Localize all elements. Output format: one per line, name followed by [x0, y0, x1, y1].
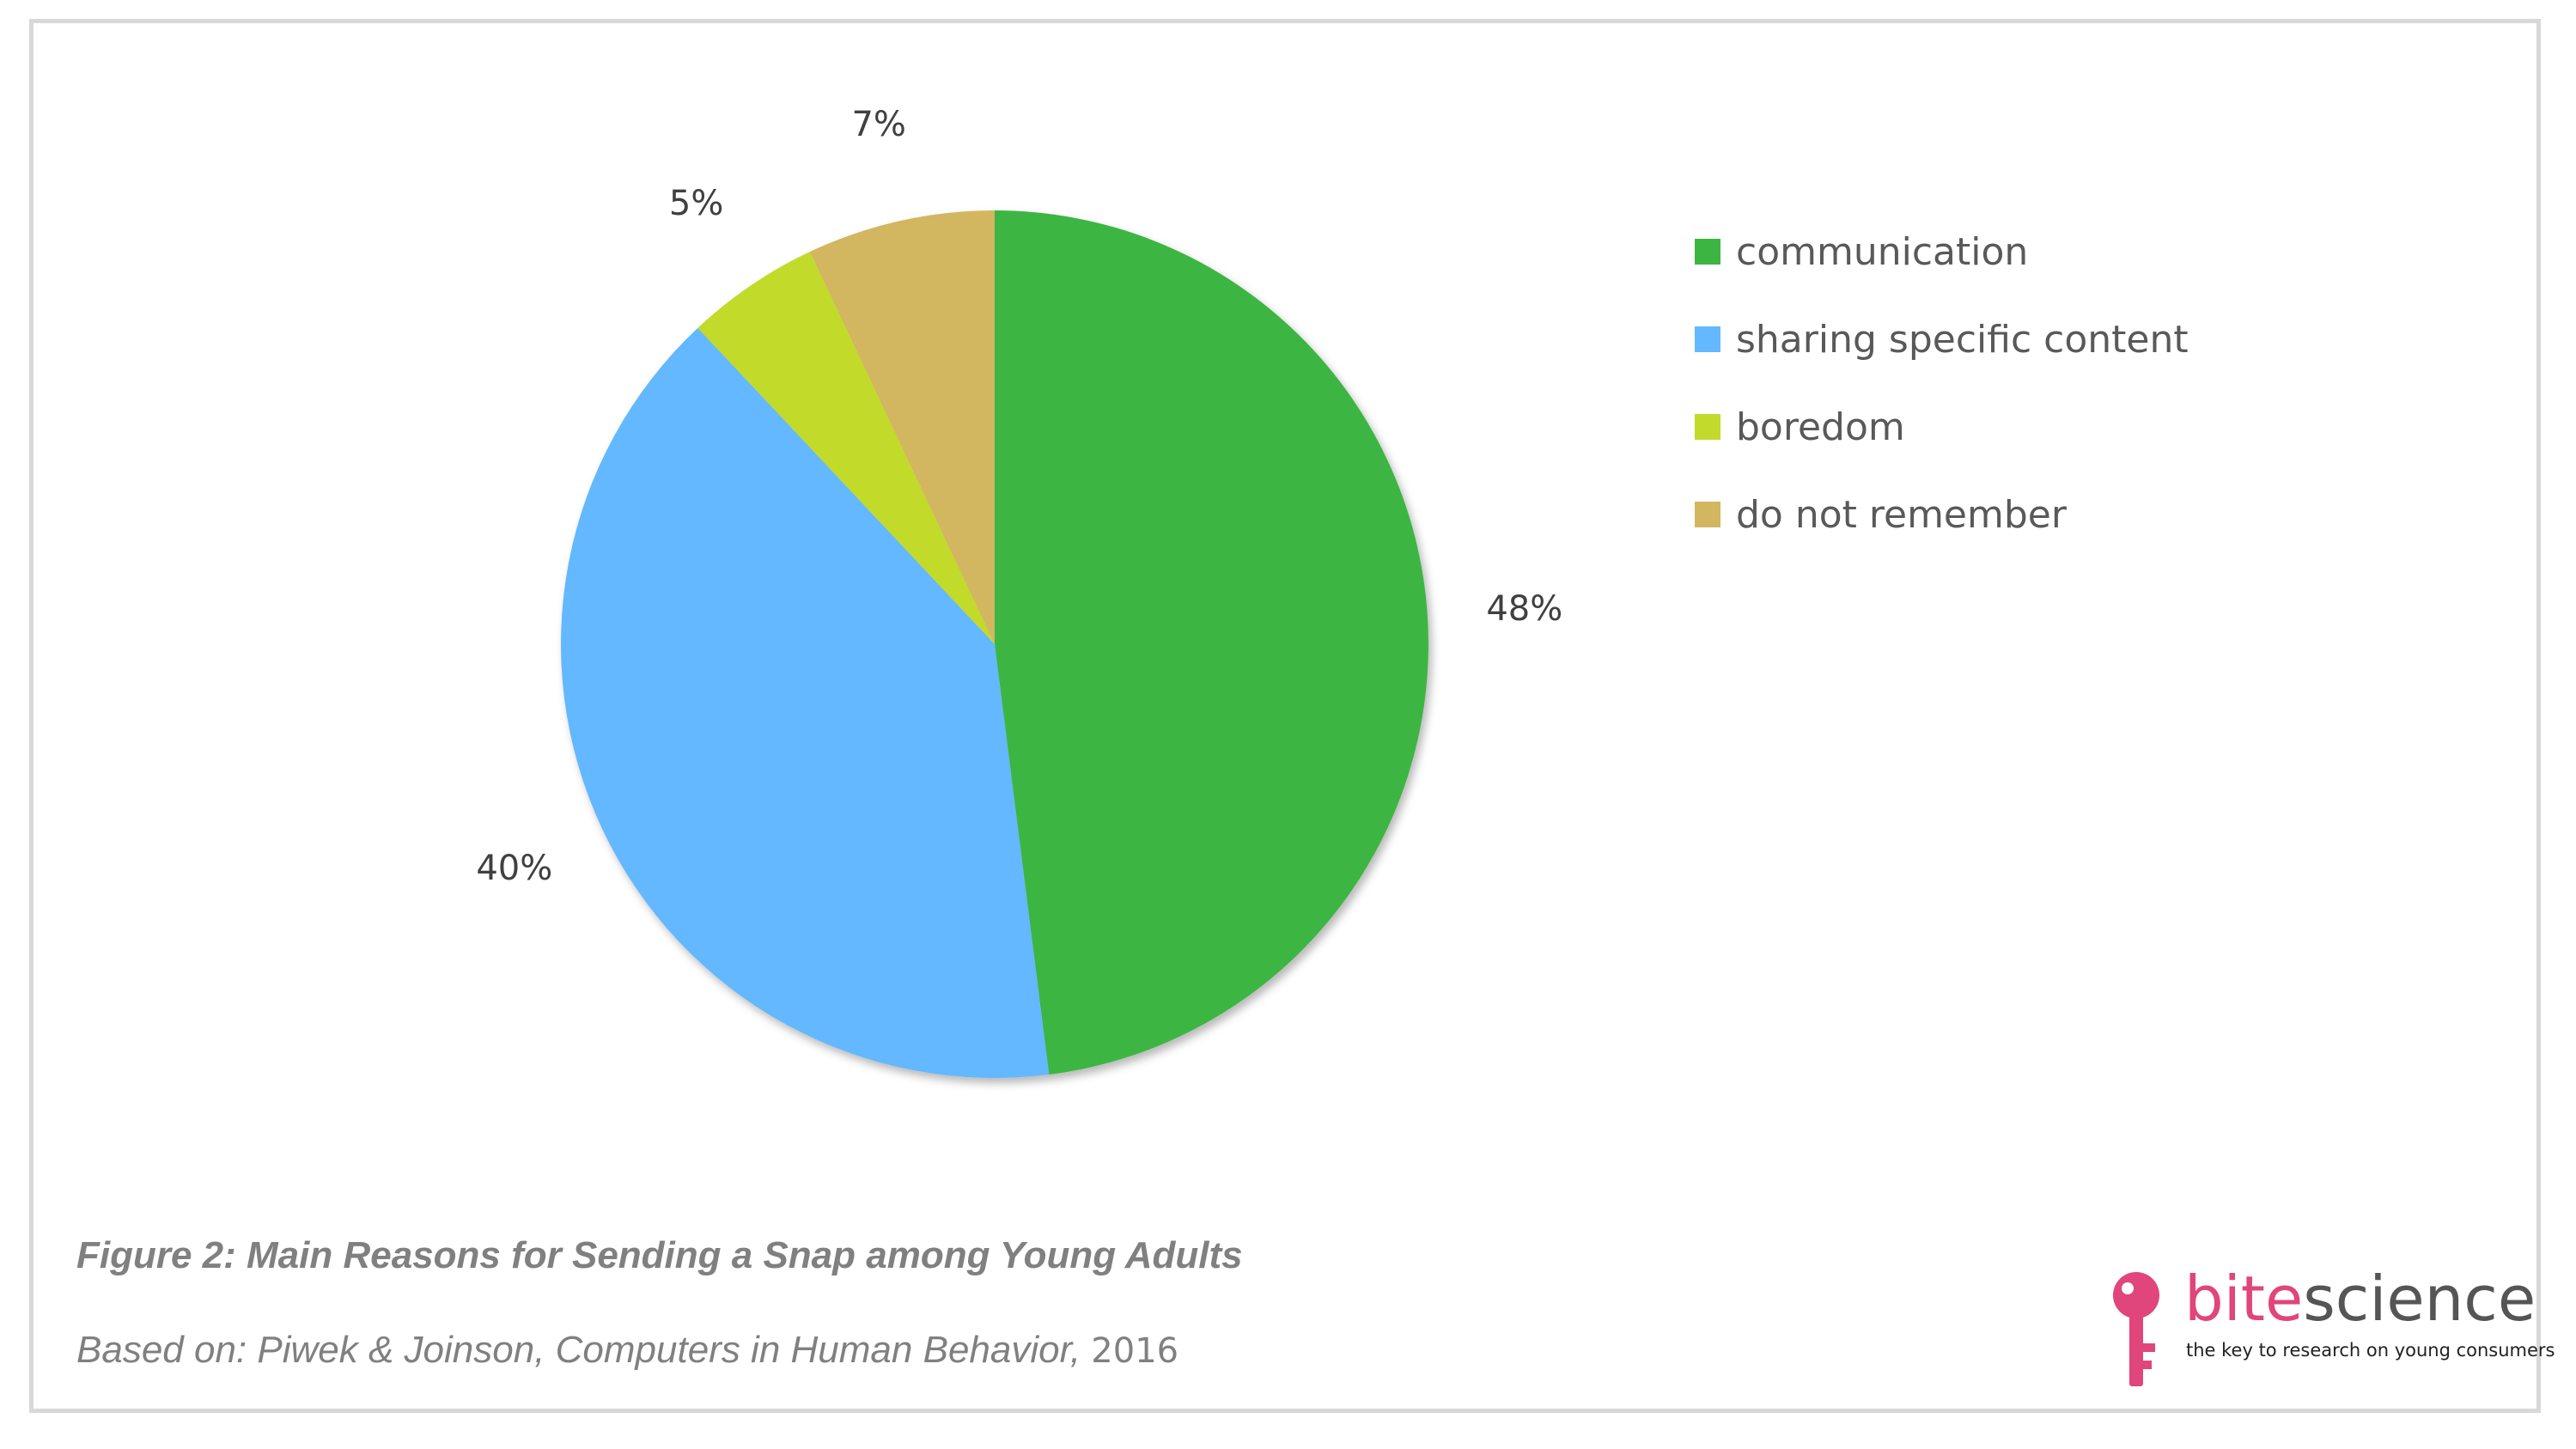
legend-item-sharing-specific-content: sharing specific content [1695, 295, 2189, 383]
chart-legend: communication sharing specific content b… [1695, 208, 2189, 558]
legend-swatch [1695, 239, 1720, 265]
legend-item-do-not-remember: do not remember [1695, 471, 2189, 558]
key-icon [2113, 1272, 2159, 1386]
slice-data-label: 40% [476, 849, 552, 888]
figure-caption-title: Figure 2: Main Reasons for Sending a Sna… [76, 1234, 1243, 1276]
figure-source: Based on: Piwek & Joinson, Computers in … [76, 1329, 1178, 1372]
slice-data-label: 5% [669, 184, 723, 223]
legend-label: sharing specific content [1736, 317, 2189, 362]
slice-data-label: 48% [1486, 589, 1562, 629]
brand-name-bite: bite [2184, 1263, 2304, 1335]
bitescience-logo: bitescience the key to research on young… [2109, 1263, 2555, 1391]
pie-slice-communication [995, 210, 1429, 1075]
slice-data-label: 7% [851, 105, 905, 144]
brand-tagline: the key to research on young consumers [2186, 1340, 2555, 1361]
pie-slice-sharing-specific-content [560, 327, 1050, 1078]
source-text: Based on: Piwek & Joinson, Computers in … [76, 1329, 1081, 1371]
legend-label: communication [1736, 229, 2029, 274]
legend-item-communication: communication [1695, 208, 2189, 295]
legend-item-boredom: boredom [1695, 383, 2189, 471]
pie-slice-do-not-remember [809, 210, 995, 644]
legend-label: boredom [1736, 405, 1905, 449]
source-year: 2016 [1091, 1331, 1179, 1371]
brand-name-science: science [2303, 1263, 2536, 1335]
legend-swatch [1695, 414, 1720, 440]
brand-name: bitescience [2184, 1263, 2536, 1335]
legend-swatch [1695, 326, 1720, 352]
legend-label: do not remember [1736, 492, 2067, 537]
pie-slice-boredom [697, 252, 995, 644]
legend-swatch [1695, 502, 1720, 527]
